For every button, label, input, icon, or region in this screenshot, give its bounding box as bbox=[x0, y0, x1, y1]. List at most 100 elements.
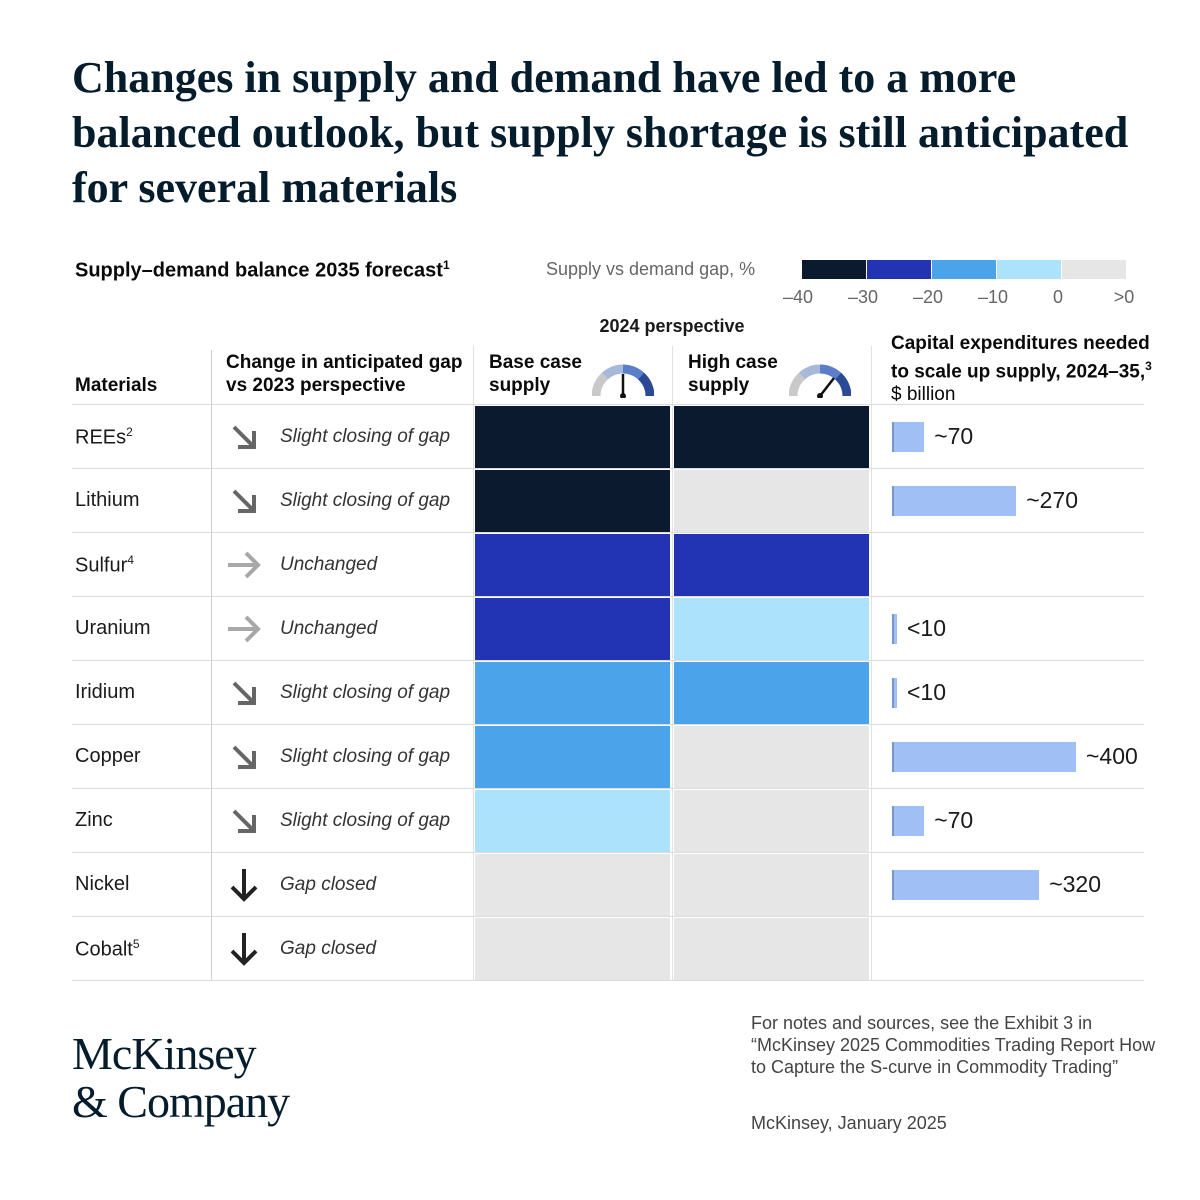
legend-swatch bbox=[802, 260, 866, 279]
row-divider bbox=[72, 852, 1144, 853]
material-name: Lithium bbox=[75, 489, 139, 512]
header-capex-unit: $ billion bbox=[891, 384, 956, 406]
high-case-cell bbox=[674, 534, 869, 596]
arrow-stroke bbox=[232, 745, 256, 769]
material-label: Sulfur bbox=[75, 554, 128, 577]
material-name: Copper bbox=[75, 745, 141, 768]
material-label: Nickel bbox=[75, 873, 130, 895]
capex-bar bbox=[892, 870, 1040, 900]
arrow-down-right-icon bbox=[232, 809, 256, 833]
material-name: Zinc bbox=[75, 809, 113, 832]
logo-line-2: & Company bbox=[72, 1076, 290, 1127]
high-case-cell bbox=[674, 918, 869, 980]
material-label: Cobalt bbox=[75, 938, 133, 961]
header-base-case: Base case supply bbox=[489, 352, 582, 396]
material-footnote: 5 bbox=[132, 937, 140, 951]
arrow-down-right-icon bbox=[232, 425, 256, 449]
arrow-stroke bbox=[228, 551, 261, 579]
high-case-cell bbox=[674, 406, 869, 468]
subtitle-footnote: 1 bbox=[442, 258, 450, 272]
header-capex-footnote: 3 bbox=[1145, 359, 1152, 373]
high-case-cell bbox=[674, 854, 869, 916]
header-high-case: High case supply bbox=[688, 352, 778, 396]
arrow-stroke bbox=[232, 489, 256, 513]
subtitle-text: Supply–demand balance 2035 forecast bbox=[75, 259, 443, 282]
base-case-cell bbox=[475, 534, 670, 596]
gauge-high-icon bbox=[789, 364, 851, 398]
material-label: Copper bbox=[75, 745, 141, 767]
legend-tick-label: –10 bbox=[977, 287, 1009, 307]
capex-bar bbox=[892, 742, 1076, 772]
material-label: REEs bbox=[75, 426, 127, 449]
legend-swatch bbox=[1062, 260, 1126, 279]
material-name: Sulfur4 bbox=[75, 553, 134, 578]
capex-bar bbox=[892, 678, 897, 708]
material-name: Nickel bbox=[75, 873, 129, 896]
material-footnote: 4 bbox=[127, 553, 134, 567]
row-divider bbox=[72, 660, 1144, 661]
header-capex-text: Capital expenditures needed to scale up … bbox=[891, 333, 1150, 383]
divider-capex bbox=[871, 346, 872, 980]
high-case-cell bbox=[674, 726, 869, 788]
legend-tick-label: 0 bbox=[1052, 287, 1064, 307]
capex-bar bbox=[892, 422, 925, 452]
arrow-right-icon bbox=[228, 615, 261, 643]
material-name: Cobalt5 bbox=[75, 937, 140, 962]
chart-subtitle: Supply–demand balance 2035 forecast1 bbox=[75, 258, 450, 283]
base-case-cell bbox=[475, 726, 670, 788]
logo: McKinsey & Company bbox=[72, 1030, 290, 1127]
arrow-stroke bbox=[230, 933, 258, 966]
arrow-stroke bbox=[230, 869, 258, 902]
material-label: Uranium bbox=[75, 617, 151, 639]
change-text: Slight closing of gap bbox=[280, 810, 451, 831]
divider-high bbox=[672, 346, 673, 980]
change-text: Slight closing of gap bbox=[280, 746, 451, 767]
capex-label: ~400 bbox=[1086, 743, 1138, 769]
legend-title: Supply vs demand gap, % bbox=[546, 259, 756, 279]
capex-label: ~270 bbox=[1026, 487, 1078, 513]
capex-bar bbox=[892, 486, 1017, 516]
chart-title: Changes in supply and demand have led to… bbox=[72, 53, 1129, 212]
arrow-stroke bbox=[232, 681, 256, 705]
high-case-cell bbox=[674, 470, 869, 532]
capex-label: <10 bbox=[907, 615, 947, 641]
capex-bar bbox=[892, 614, 897, 644]
change-text: Gap closed bbox=[280, 874, 377, 895]
arrow-down-right-icon bbox=[232, 745, 256, 769]
change-text: Unchanged bbox=[280, 618, 378, 639]
base-case-cell bbox=[475, 854, 670, 916]
legend-swatch bbox=[997, 260, 1061, 279]
credit: McKinsey, January 2025 bbox=[751, 1113, 947, 1133]
arrow-down-icon bbox=[230, 869, 258, 902]
perspective-label: 2024 perspective bbox=[599, 316, 745, 336]
header-capex: Capital expenditures needed to scale up … bbox=[891, 332, 1161, 406]
base-case-cell bbox=[475, 598, 670, 660]
legend-swatch bbox=[867, 260, 931, 279]
high-case-cell bbox=[674, 662, 869, 724]
row-divider bbox=[72, 596, 1144, 597]
legend-tick-label: –40 bbox=[782, 287, 814, 307]
legend-tick-label: –20 bbox=[912, 287, 944, 307]
capex-bar bbox=[892, 806, 925, 836]
legend-tick-label: –30 bbox=[847, 287, 879, 307]
divider-base bbox=[473, 346, 474, 980]
base-case-cell bbox=[475, 662, 670, 724]
material-label: Zinc bbox=[75, 809, 113, 831]
header-change: Change in anticipated gap vs 2023 perspe… bbox=[226, 352, 463, 396]
header-materials: Materials bbox=[75, 375, 158, 396]
arrow-stroke bbox=[232, 425, 256, 449]
capex-label: <10 bbox=[907, 679, 947, 705]
high-case-cell bbox=[674, 598, 869, 660]
capex-label: ~70 bbox=[934, 423, 974, 449]
arrow-down-icon bbox=[230, 933, 258, 966]
material-footnote: 2 bbox=[126, 425, 133, 439]
legend-tick-label: >0 bbox=[1113, 287, 1135, 307]
row-divider bbox=[72, 724, 1144, 725]
row-divider bbox=[72, 916, 1144, 917]
row-divider bbox=[72, 980, 1144, 981]
material-name: REEs2 bbox=[75, 425, 133, 450]
base-case-cell bbox=[475, 406, 670, 468]
change-text: Slight closing of gap bbox=[280, 490, 451, 511]
arrow-right-icon bbox=[228, 551, 261, 579]
capex-label: ~320 bbox=[1049, 871, 1101, 897]
